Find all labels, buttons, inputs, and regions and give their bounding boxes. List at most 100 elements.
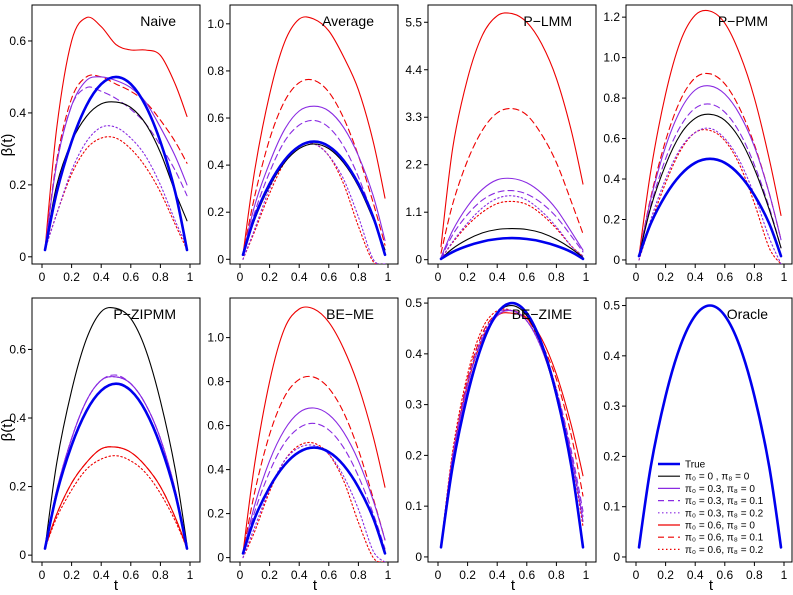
x-tick-label: 0.6: [518, 568, 535, 582]
panel-2: 0 0.2 0.4 0.6 0.8 1.0 0 0.2 0.4 0.6 0.8 1 Average: [207, 4, 399, 284]
series-line-s4: [242, 444, 386, 562]
series-group: [439, 12, 585, 261]
x-tick-label: 0.6: [320, 568, 337, 582]
y-tick-label: 0.4: [9, 411, 26, 425]
x-tick-label: 1: [187, 270, 194, 284]
x-tick-label: 0: [633, 568, 640, 582]
series-line-s5: [44, 16, 188, 251]
series-line-s3: [242, 422, 386, 554]
y-tick-label: 0.2: [207, 205, 224, 219]
series-line-s7: [44, 455, 188, 549]
legend-label: True: [685, 460, 706, 471]
series-line-s4: [638, 127, 782, 264]
y-tick-label: 0.4: [207, 463, 224, 477]
y-tick-label: 4.4: [405, 63, 422, 77]
series-group: [241, 306, 387, 562]
y-tick-label: 0.6: [9, 34, 26, 48]
series-line-s6: [440, 107, 584, 254]
y-tick-label: 0.4: [207, 158, 224, 172]
x-tick-label: 0.8: [152, 568, 169, 582]
series-line-s7: [440, 200, 584, 260]
series-line-s2: [440, 177, 584, 259]
x-tick-label: 0.8: [746, 568, 763, 582]
x-tick-label: 0: [633, 270, 640, 284]
legend-item-true: True: [658, 460, 706, 471]
series-line-s5: [440, 12, 584, 248]
x-tick-label: 0.4: [291, 568, 308, 582]
legend-label: π₀ = 0.6, π₈ = 0: [685, 521, 755, 532]
y-tick-label: 0: [217, 551, 224, 565]
legend-label: π₀ = 0.3, π₈ = 0: [685, 484, 755, 495]
legend-label: π₀ = 0.6, π₈ = 0.1: [685, 533, 764, 544]
panel-1: 0 0.2 0.4 0.6 0 0.2 0.4 0.6 0.8 1 Naive: [9, 4, 201, 284]
series-line-s6: [242, 375, 386, 554]
series-line-s1: [44, 306, 188, 549]
series-line-s7: [242, 142, 386, 264]
x-tick-label: 0.2: [261, 270, 278, 284]
series-group: [637, 304, 783, 549]
series-line-s6: [440, 309, 584, 548]
legend-label: π₀ = 0.6, π₈ = 0.2: [685, 545, 764, 556]
legend-item-s2: π₀ = 0.3, π₈ = 0: [658, 484, 755, 495]
panel-title: Oracle: [727, 306, 768, 322]
series-line-s3: [242, 119, 386, 256]
x-tick-label: 1: [583, 270, 590, 284]
panel-title: P−PMM: [718, 13, 768, 29]
y-tick-label: 0.8: [603, 91, 620, 105]
y-tick-label: 5.5: [405, 15, 422, 29]
y-tick-label: 0: [613, 253, 620, 267]
y-tick-label: 0.6: [9, 342, 26, 356]
panel-4: 0 0.2 0.4 0.6 0.8 1.0 1.2 0 0.2 0.4 0.6 0.8 1 P−PMM: [603, 4, 793, 284]
legend-item-s6: π₀ = 0.6, π₈ = 0.1: [658, 533, 764, 544]
x-tick-label: 1: [781, 270, 788, 284]
series-group: [439, 301, 585, 549]
y-tick-label: 0.1: [405, 499, 422, 513]
x-tick-label: 0.6: [122, 568, 139, 582]
x-axis-title-3: t: [511, 577, 516, 594]
x-axis-title-2: t: [313, 577, 318, 594]
x-tick-label: 0.6: [716, 270, 733, 284]
panel-frame: [427, 297, 597, 563]
x-tick-label: 0.6: [122, 270, 139, 284]
x-tick-label: 1: [583, 568, 590, 582]
panel-title: Average: [322, 13, 374, 29]
y-tick-label: 0: [415, 253, 422, 267]
series-line-s2: [242, 407, 386, 554]
x-tick-label: 1: [385, 270, 392, 284]
panel-title: Naive: [140, 13, 176, 29]
panel-7: 0 0.1 0.2 0.3 0.4 0.5 0 0.2 0.4 0.6 0.8 1 BE−ZIME: [405, 296, 597, 582]
panel-8: 0 0.1 0.2 0.3 0.4 0.5 0 0.2 0.4 0.6 0.8 1 Oracle: [603, 297, 793, 582]
x-axis-title-1: t: [114, 577, 119, 594]
x-tick-label: 0.4: [489, 270, 506, 284]
x-tick-label: 0.4: [489, 568, 506, 582]
y-tick-label: 0.8: [207, 375, 224, 389]
panel-title: P−ZIPMM: [113, 306, 176, 322]
y-tick-label: 0.3: [603, 399, 620, 413]
series-line-s1: [242, 447, 386, 554]
y-tick-label: 1.0: [207, 17, 224, 31]
y-tick-label: 0.2: [9, 480, 26, 494]
series-line-s1: [242, 143, 386, 256]
x-tick-label: 0.6: [716, 568, 733, 582]
x-tick-label: 0.6: [518, 270, 535, 284]
series-line-s4: [440, 195, 584, 260]
series-line-s6: [44, 74, 188, 251]
x-tick-label: 1: [187, 568, 194, 582]
panel-frame: [229, 297, 399, 563]
y-tick-label: 0.8: [207, 64, 224, 78]
series-line-s7: [242, 441, 386, 562]
x-tick-label: 0.4: [687, 270, 704, 284]
panel-title: BE−ZIME: [512, 306, 572, 322]
y-tick-label: 1.1: [405, 205, 422, 219]
y-tick-label: 0: [19, 548, 26, 562]
x-tick-label: 0.8: [152, 270, 169, 284]
y-tick-label: 0: [613, 550, 620, 564]
x-tick-label: 0.4: [93, 568, 110, 582]
series-line-s3: [440, 309, 584, 548]
series-line-s2: [44, 76, 188, 251]
series-line-s7: [638, 129, 782, 264]
series-line-s5: [242, 306, 386, 554]
y-tick-label: 1.0: [207, 331, 224, 345]
series-line-true: [637, 304, 783, 549]
